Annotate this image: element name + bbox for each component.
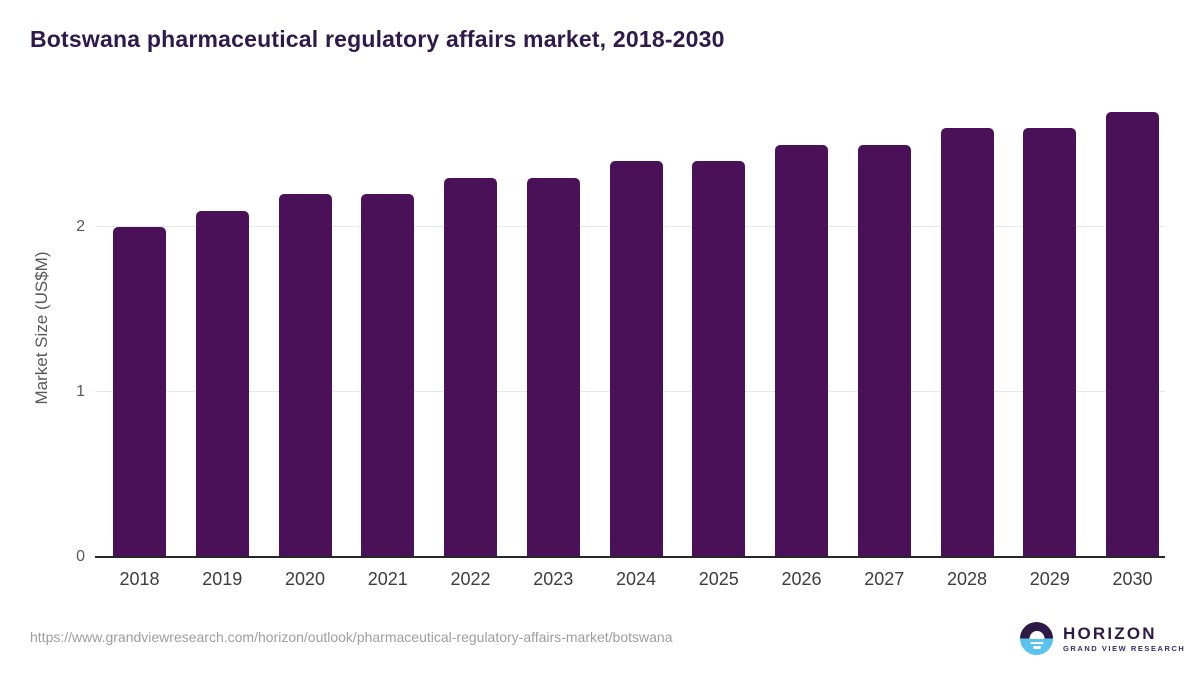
y-tick-label-2: 2 <box>76 218 85 235</box>
x-tick-label-2028: 2028 <box>946 569 988 589</box>
bar-2028[interactable] <box>940 128 994 557</box>
x-tick-label-2026: 2026 <box>781 569 822 589</box>
x-tick-label-2018: 2018 <box>119 569 160 589</box>
x-tick-label-2030: 2030 <box>1112 569 1153 589</box>
x-tick-label-2021: 2021 <box>367 569 408 589</box>
logo-sub-brand: GRAND VIEW RESEARCH <box>1063 643 1186 653</box>
logo-brand-name: HORIZON <box>1063 623 1157 643</box>
bar-chart-plot-area: 2018 2019 2020 2021 2022 2023 2024 2025 2026 2027… <box>95 100 1165 589</box>
y-axis-title: Market Size (US$M) <box>32 251 51 405</box>
bar-2026[interactable] <box>775 145 828 557</box>
x-tick-label-2020: 2020 <box>284 569 326 589</box>
bar-2030[interactable] <box>1106 112 1159 557</box>
bar-2023[interactable] <box>526 178 580 557</box>
bar-2018[interactable] <box>113 227 166 557</box>
logo-text: HORIZON GRAND VIEW RESEARCH <box>1063 623 1186 653</box>
bar-2027[interactable] <box>857 145 911 557</box>
x-tick-label-2022: 2022 <box>450 569 491 589</box>
horizon-logo: HORIZON GRAND VIEW RESEARCH <box>1020 622 1185 655</box>
horizon-sunrise-icon <box>1020 622 1053 655</box>
y-tick-label-0: 0 <box>76 548 85 565</box>
bar-2021[interactable] <box>361 194 415 557</box>
sun-reflection-line <box>1030 641 1043 644</box>
x-tick-label-2027: 2027 <box>864 569 905 589</box>
sun-reflection-line <box>1032 646 1041 649</box>
page-title: Botswana pharmaceutical regulatory affai… <box>30 26 725 52</box>
x-tick-label-2029: 2029 <box>1029 569 1070 589</box>
bar-2029[interactable] <box>1023 128 1077 557</box>
bar-2020[interactable] <box>278 194 332 557</box>
y-tick-label-1: 1 <box>76 383 85 400</box>
x-tick-label-2019: 2019 <box>202 569 243 589</box>
bars-container <box>113 100 1159 557</box>
x-axis-line <box>95 556 1165 558</box>
source-url: https://www.grandviewresearch.com/horizo… <box>30 629 673 645</box>
x-tick-label-2023: 2023 <box>533 569 574 589</box>
x-tick-label-2024: 2024 <box>615 569 657 589</box>
bar-2025[interactable] <box>692 161 746 557</box>
bar-2022[interactable] <box>444 178 497 557</box>
sun-icon <box>1029 630 1044 639</box>
x-tick-label-2025: 2025 <box>698 569 739 589</box>
bar-2024[interactable] <box>609 161 663 557</box>
bar-2019[interactable] <box>195 211 249 557</box>
x-axis-labels: 2018 2019 2020 2021 2022 2023 2024 2025 2026 2027… <box>113 569 1159 590</box>
